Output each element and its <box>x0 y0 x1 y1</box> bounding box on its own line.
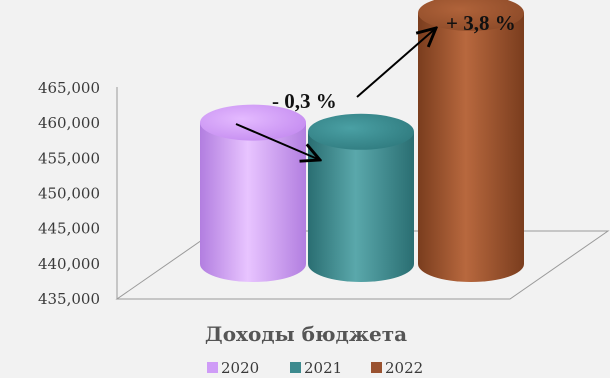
legend-swatch <box>371 362 382 373</box>
legend-label: 2021 <box>304 359 342 377</box>
y-tick-label: 465,000 <box>38 79 100 97</box>
y-axis-ticks: 435,000 440,000 445,000 450,000 455,000 460,0… <box>38 79 100 308</box>
y-tick-label: 440,000 <box>38 255 100 273</box>
bar-top <box>308 113 414 150</box>
y-tick-label: 445,000 <box>38 220 100 238</box>
y-tick-label: 455,000 <box>38 149 100 167</box>
y-tick-label: 450,000 <box>38 185 100 203</box>
bar-2021 <box>308 113 414 282</box>
bar-2022 <box>418 0 524 282</box>
x-axis-title: Доходы бюджета <box>205 322 407 346</box>
legend-label: 2022 <box>385 359 423 377</box>
legend-swatch <box>290 362 301 373</box>
legend-label: 2020 <box>221 359 259 377</box>
plot-frame <box>115 87 610 300</box>
bar-body <box>200 122 306 282</box>
legend-swatch <box>207 362 218 373</box>
annotation-2021-2022: + 3,8 % <box>446 11 516 35</box>
arrow-2021-2022 <box>356 28 436 98</box>
bar-top <box>418 0 524 31</box>
y-tick-label: 435,000 <box>38 290 100 308</box>
bar-body <box>418 12 524 282</box>
annotation-2020-2021: - 0,3 % <box>272 89 337 113</box>
bar-2020 <box>200 104 306 282</box>
bar-top <box>200 104 306 141</box>
plot-floor <box>115 230 610 300</box>
legend: 2020 2021 2022 <box>207 359 423 377</box>
y-tick-label: 460,000 <box>38 114 100 132</box>
bars <box>200 0 524 282</box>
bar-body <box>308 131 414 282</box>
arrow-2020-2021 <box>235 123 320 160</box>
